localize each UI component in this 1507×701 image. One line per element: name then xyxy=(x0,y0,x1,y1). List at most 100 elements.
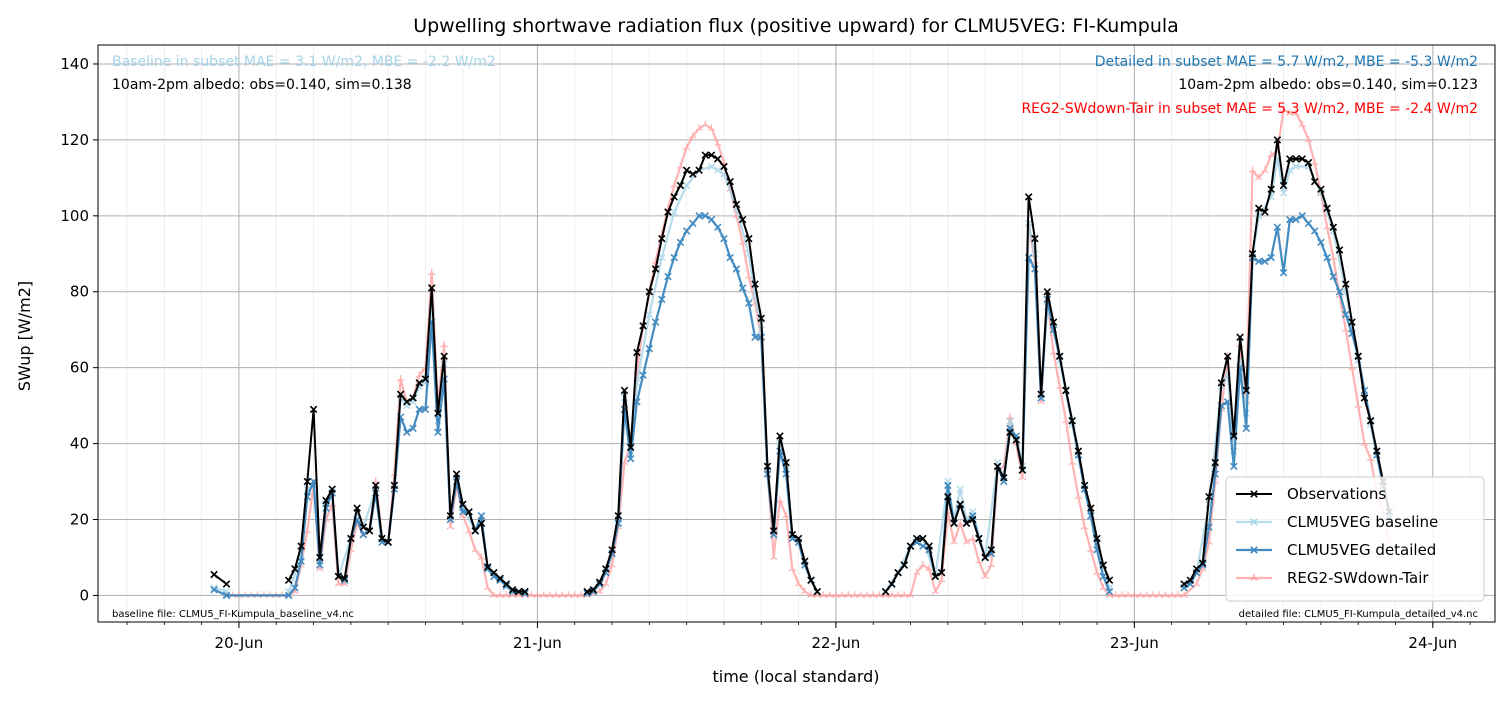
data-point xyxy=(1105,587,1114,596)
data-point xyxy=(577,591,585,598)
data-point xyxy=(1348,363,1356,371)
data-point xyxy=(583,587,591,596)
data-point xyxy=(925,564,933,572)
data-point xyxy=(1267,253,1275,262)
data-point xyxy=(912,568,921,576)
data-point xyxy=(452,470,461,478)
data-point xyxy=(1174,591,1182,598)
data-point xyxy=(1304,135,1313,143)
data-point xyxy=(1304,158,1313,167)
y-tick-label: 40 xyxy=(70,435,89,453)
data-point xyxy=(695,212,703,220)
data-point xyxy=(751,333,759,342)
data-point xyxy=(626,443,635,452)
data-point xyxy=(1223,352,1232,361)
data-point xyxy=(1250,518,1258,526)
data-point xyxy=(496,576,504,585)
data-point xyxy=(645,310,654,319)
data-point xyxy=(210,570,218,579)
data-point xyxy=(1018,466,1027,474)
baseline-albedo-text: 10am-2pm albedo: obs=0.140, sim=0.138 xyxy=(112,77,412,93)
data-point xyxy=(1310,158,1319,166)
data-point xyxy=(365,527,374,535)
data-point xyxy=(1317,238,1325,247)
data-point xyxy=(1279,181,1288,190)
data-point xyxy=(670,208,678,216)
data-point xyxy=(1250,574,1258,581)
y-axis-title: SWup [W/m2] xyxy=(15,281,34,391)
data-point xyxy=(745,234,753,243)
data-point xyxy=(1062,416,1070,424)
data-point xyxy=(900,561,909,569)
data-point xyxy=(284,576,293,585)
data-point xyxy=(713,155,722,163)
data-point xyxy=(309,405,318,414)
data-point xyxy=(471,527,479,535)
data-point xyxy=(645,344,654,353)
data-point xyxy=(738,284,747,292)
x-tick-label: 20-Jun xyxy=(215,634,264,652)
y-tick-label: 0 xyxy=(79,586,89,604)
data-point xyxy=(602,580,610,587)
data-point xyxy=(222,580,231,588)
data-point xyxy=(670,193,678,201)
plot-frame xyxy=(97,44,1496,623)
data-point xyxy=(1335,287,1344,296)
data-point xyxy=(888,580,896,588)
data-point xyxy=(794,580,803,587)
y-tick-label: 100 xyxy=(60,207,89,225)
data-point xyxy=(713,166,722,175)
data-point xyxy=(801,557,809,566)
data-point xyxy=(1205,492,1213,501)
data-point xyxy=(1292,162,1300,171)
data-point xyxy=(1373,447,1381,455)
data-point xyxy=(1068,417,1076,425)
data-point xyxy=(440,352,448,361)
data-point xyxy=(658,253,666,262)
data-point xyxy=(639,322,647,330)
legend-entry: Observations xyxy=(1236,485,1386,503)
data-point xyxy=(1087,504,1095,512)
data-point xyxy=(987,546,996,554)
data-point xyxy=(701,212,710,220)
data-point xyxy=(1341,325,1350,333)
legend-entry: CLMU5VEG baseline xyxy=(1236,513,1438,531)
data-point xyxy=(1323,253,1331,262)
data-point xyxy=(415,371,424,378)
data-point xyxy=(1248,250,1257,258)
data-point xyxy=(1298,212,1307,220)
data-point xyxy=(937,568,946,577)
data-point xyxy=(676,181,685,190)
data-point xyxy=(713,139,722,147)
data-point xyxy=(340,574,349,583)
data-point xyxy=(900,591,909,598)
data-point xyxy=(303,477,312,486)
data-point xyxy=(1250,546,1258,554)
data-point xyxy=(1230,432,1238,440)
data-point xyxy=(757,314,766,323)
data-point xyxy=(322,496,330,505)
detailed-file-text: detailed file: CLMU5_FI-Kumpula_detailed… xyxy=(1239,609,1478,620)
data-point xyxy=(1062,386,1070,395)
data-point xyxy=(1192,565,1201,573)
data-point xyxy=(738,215,747,224)
data-point xyxy=(639,371,647,380)
data-point xyxy=(626,455,635,463)
y-tick-label: 120 xyxy=(60,131,89,149)
data-point xyxy=(1273,223,1282,231)
data-point xyxy=(1279,105,1288,113)
data-point xyxy=(1254,204,1263,212)
data-point xyxy=(1360,394,1369,402)
data-point xyxy=(316,553,324,562)
x-tick-label: 21-Jun xyxy=(513,634,562,652)
data-point xyxy=(1310,227,1319,235)
data-point xyxy=(962,538,971,545)
data-point xyxy=(421,405,430,414)
data-point xyxy=(1292,155,1300,163)
data-point xyxy=(670,253,678,262)
data-point xyxy=(769,527,778,535)
legend-box xyxy=(1225,476,1485,602)
data-point xyxy=(689,132,697,139)
data-point xyxy=(459,508,467,516)
data-point xyxy=(465,526,473,534)
